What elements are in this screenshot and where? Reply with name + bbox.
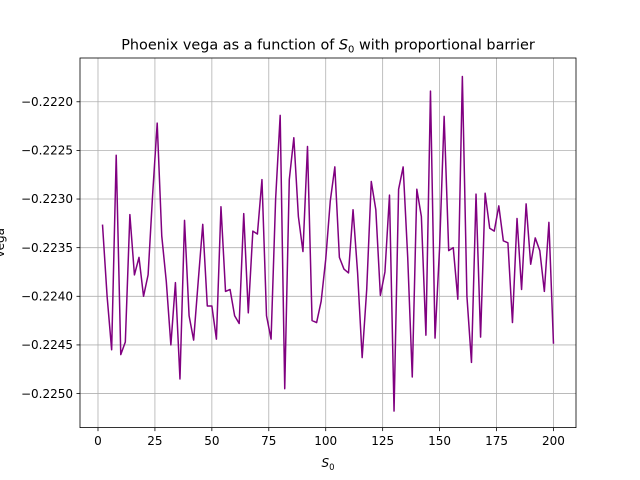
y-tick-label: −0.2235 — [21, 241, 73, 255]
chart-title: Phoenix vega as a function of S0 with pr… — [121, 38, 535, 56]
chart-title-main: Phoenix vega as a function of — [121, 38, 339, 54]
gridlines — [80, 58, 576, 428]
x-tick-label: 0 — [94, 434, 102, 448]
chart-title-rest: with proportional barrier — [354, 38, 534, 54]
x-tick-label: 25 — [147, 434, 162, 448]
y-tick-label: −0.2230 — [21, 192, 73, 206]
x-axis-label-subscript: 0 — [329, 463, 334, 473]
series-layer — [101, 75, 555, 412]
y-axis-label: vega — [0, 228, 7, 257]
x-tick-label: 100 — [314, 434, 337, 448]
x-axis: 0 25 50 75 100 125 150 175 200 — [94, 427, 565, 448]
plot-area — [80, 58, 576, 428]
plot-frame — [79, 57, 577, 429]
y-tick-label: −0.2250 — [21, 387, 73, 401]
y-tick-label: −0.2220 — [21, 95, 73, 109]
series-line — [101, 75, 555, 412]
x-tick-label: 175 — [485, 434, 508, 448]
chart-title-variable: S — [339, 38, 348, 54]
x-tick-label: 75 — [261, 434, 276, 448]
x-tick-label: 50 — [204, 434, 219, 448]
y-tick-label: −0.2245 — [21, 338, 73, 352]
x-axis-label: S0 — [321, 456, 334, 473]
chart-title-subscript: 0 — [348, 45, 354, 56]
y-tick-label: −0.2225 — [21, 144, 73, 158]
y-tick-label: −0.2240 — [21, 289, 73, 303]
x-tick-label: 125 — [371, 434, 394, 448]
x-tick-label: 200 — [542, 434, 565, 448]
y-axis: −0.2250 −0.2245 −0.2240 −0.2235 −0.2230 −0.22… — [21, 95, 80, 401]
x-tick-label: 150 — [428, 434, 451, 448]
x-axis-label-variable: S — [321, 456, 329, 470]
